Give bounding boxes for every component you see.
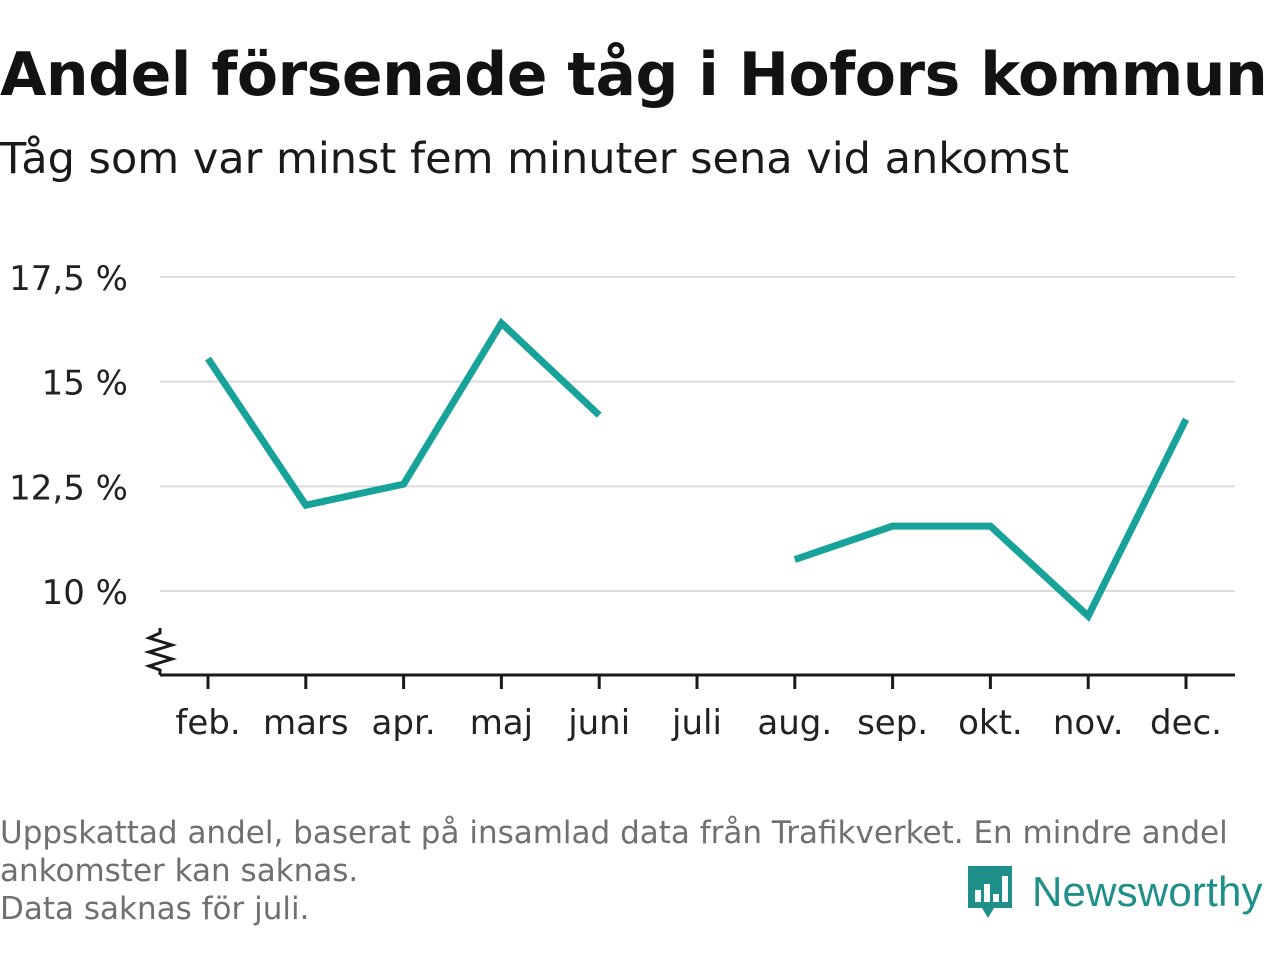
y-tick-label: 10 %	[42, 573, 128, 613]
y-tick-label: 12,5 %	[9, 468, 128, 508]
x-tick-label: apr.	[372, 703, 436, 743]
footer-line-1: Uppskattad andel, baserat på insamlad da…	[0, 815, 1228, 851]
footer-note: Uppskattad andel, baserat på insamlad da…	[0, 814, 1270, 928]
x-tick-label: juni	[567, 703, 630, 743]
x-tick-label: dec.	[1150, 703, 1222, 743]
brand-name: Newsworthy	[1032, 868, 1263, 915]
x-tick-label: feb.	[175, 703, 240, 743]
x-axis	[143, 628, 1235, 677]
chart-subtitle: Tåg som var minst fem minuter sena vid a…	[0, 134, 1070, 184]
x-tick-label: aug.	[757, 703, 832, 743]
newsworthy-logo-icon	[968, 866, 1012, 918]
x-tick-label: maj	[470, 703, 533, 743]
series-lines	[205, 317, 1190, 622]
x-tick-label: juli	[671, 703, 722, 743]
chart-title: Andel försenade tåg i Hofors kommun	[0, 40, 1268, 110]
axis-break-icon	[143, 628, 178, 675]
series-line-segment	[205, 317, 602, 510]
y-axis-ticks: 10 % 12,5 % 15 % 17,5 %	[9, 259, 128, 613]
x-tick-label: sep.	[857, 703, 928, 743]
y-tick-label: 15 %	[42, 364, 128, 404]
x-tick-label: mars	[263, 703, 349, 743]
brand-logo[interactable]: Newsworthy	[964, 862, 1263, 922]
x-tick-label: nov.	[1053, 703, 1124, 743]
x-axis-ticks: feb. mars apr. maj juni juli aug. sep. okt. nov. d…	[175, 675, 1222, 743]
y-tick-label: 17,5 %	[9, 259, 128, 299]
x-tick-label: okt.	[958, 703, 1023, 743]
series-line-segment	[793, 417, 1190, 622]
gridlines	[160, 276, 1235, 592]
footer-line-3: Data saknas för juli.	[0, 891, 310, 927]
footer-line-2: ankomster kan saknas.	[0, 853, 359, 889]
